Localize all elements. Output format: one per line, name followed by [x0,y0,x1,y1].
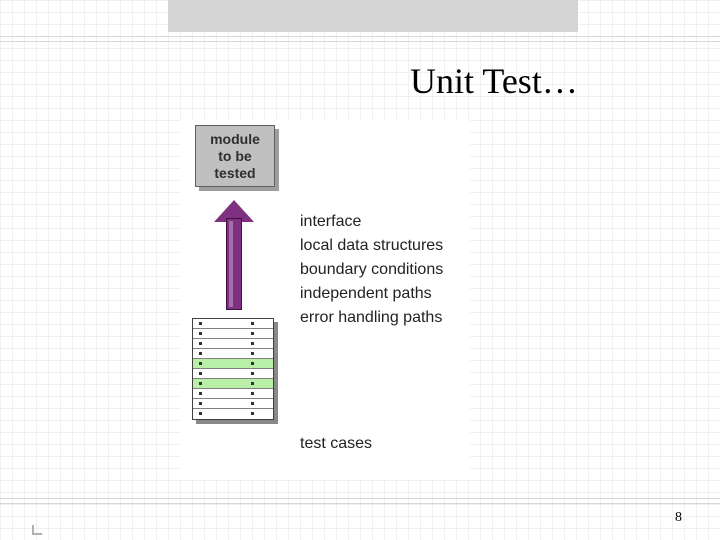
footer-divider [0,498,720,504]
test-item: error handling paths [300,306,443,330]
test-item: boundary conditions [300,258,443,282]
module-box: module to be tested [195,125,275,187]
testcase-row [193,409,273,419]
testcase-row [193,329,273,339]
testcase-row [193,399,273,409]
testcase-row [193,389,273,399]
module-box-line3: tested [214,165,255,181]
testcase-row [193,339,273,349]
footer-tick-icon [32,525,42,535]
test-item: interface [300,210,443,234]
testcases-box [192,318,274,420]
test-items-list: interface local data structures boundary… [300,210,443,330]
arrow-shaft [226,218,242,310]
testcase-row [193,369,273,379]
header-bar [168,0,578,32]
test-item: local data structures [300,234,443,258]
arrow-up [214,200,254,310]
testcase-row-highlight [193,379,273,389]
header-divider [0,36,720,42]
module-box-line2: to be [218,148,251,164]
testcase-row [193,349,273,359]
page-number: 8 [675,510,682,526]
test-item: independent paths [300,282,443,306]
testcases-label: test cases [300,435,372,453]
module-box-line1: module [210,131,260,147]
module-box-label: module to be tested [196,126,274,182]
testcase-row [193,319,273,329]
slide-title: Unit Test… [410,60,578,102]
testcase-row-highlight [193,359,273,369]
